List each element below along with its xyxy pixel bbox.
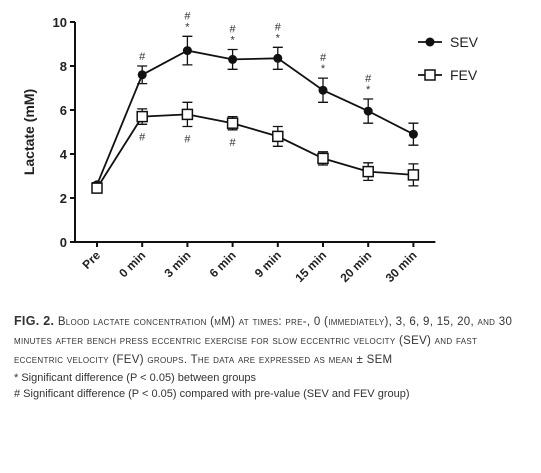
legend-label: SEV <box>450 34 479 50</box>
legend-marker <box>424 69 436 81</box>
x-tick-label: 20 min <box>338 248 375 285</box>
x-tick-label: Pre <box>80 248 104 272</box>
x-tick-label: 0 min <box>116 248 148 280</box>
marker <box>136 110 148 123</box>
legend-marker <box>425 37 435 47</box>
caption-main: FIG. 2. Blood lactate concentration (mM)… <box>14 312 529 370</box>
marker <box>272 130 284 143</box>
marker <box>137 70 147 80</box>
marker <box>226 117 239 129</box>
annotation: # <box>275 21 282 33</box>
x-tick-label: 15 min <box>292 248 329 285</box>
marker <box>228 54 238 64</box>
marker <box>182 46 192 56</box>
annotation: * <box>230 35 235 47</box>
x-tick-label: 3 min <box>161 248 193 280</box>
y-tick-label: 4 <box>60 147 68 162</box>
annotation: # <box>320 52 327 64</box>
annotation: * <box>185 21 190 33</box>
marker <box>407 169 420 181</box>
legend-label: FEV <box>450 67 478 83</box>
chart: Lactate (mM) 0 2 4 6 8 10 Pre 0 min 3 min 6 min 9 … <box>21 10 479 285</box>
y-tick-label: 8 <box>60 59 67 74</box>
annotation: * <box>366 84 371 96</box>
annotation: # <box>184 134 191 146</box>
annotation: * <box>276 32 281 44</box>
y-tick-label: 2 <box>60 191 67 206</box>
annotation: # <box>230 137 237 149</box>
annotation: # <box>184 10 191 22</box>
marker <box>181 108 194 121</box>
y-axis-label: Lactate (mM) <box>21 89 37 175</box>
marker <box>317 152 329 165</box>
caption-text: Blood lactate concentration (mM) at time… <box>14 316 513 366</box>
y-tick-label: 0 <box>60 235 67 250</box>
caption: FIG. 2. Blood lactate concentration (mM)… <box>14 312 529 402</box>
annotation: # <box>365 73 372 85</box>
annotation: * <box>321 63 326 75</box>
marker <box>91 182 103 194</box>
x-tick-label: 6 min <box>207 248 239 280</box>
x-tick-label: 9 min <box>252 248 284 280</box>
annotation: # <box>139 131 146 143</box>
caption-note: # Significant difference (P < 0.05) comp… <box>14 388 410 400</box>
y-tick-label: 6 <box>60 103 67 118</box>
caption-label: FIG. 2. <box>14 314 55 328</box>
marker <box>318 85 328 95</box>
annotation: # <box>230 24 237 36</box>
marker <box>362 165 374 178</box>
annotation: # <box>139 51 146 63</box>
series-line <box>96 49 414 186</box>
caption-note: * Significant difference (P < 0.05) betw… <box>14 372 257 384</box>
y-tick-label: 10 <box>53 15 67 30</box>
series-line <box>96 113 414 189</box>
x-tick-label: 30 min <box>383 248 420 285</box>
marker <box>363 106 373 116</box>
marker <box>273 53 283 63</box>
marker <box>408 129 418 139</box>
